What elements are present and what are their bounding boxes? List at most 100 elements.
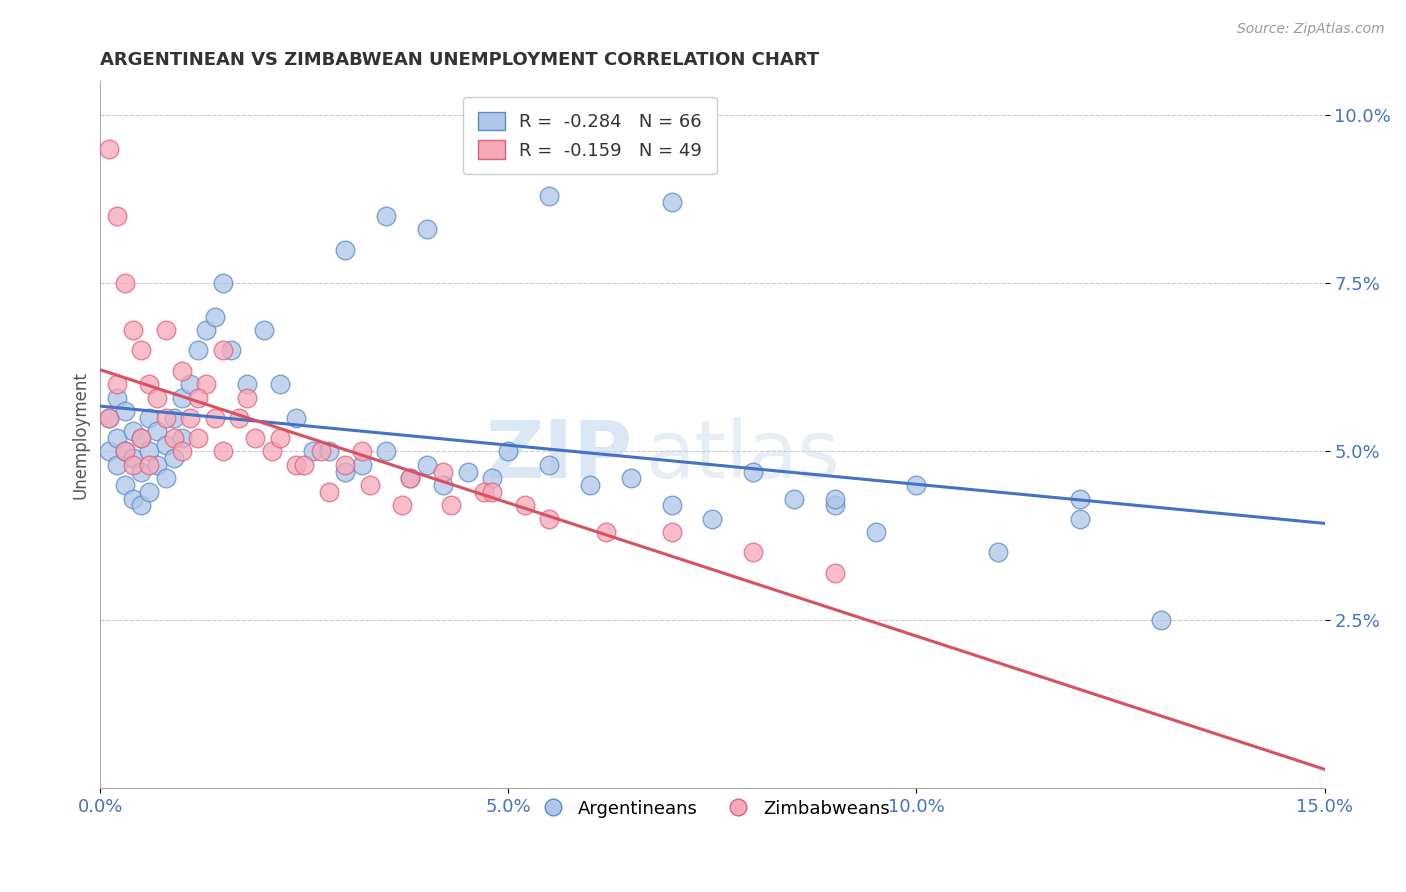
Point bbox=[350, 444, 373, 458]
Point bbox=[538, 188, 561, 202]
Point bbox=[195, 377, 218, 392]
Point bbox=[138, 458, 160, 472]
Point bbox=[122, 491, 145, 506]
Legend: Argentineans, Zimbabweans: Argentineans, Zimbabweans bbox=[527, 792, 897, 825]
Point bbox=[375, 444, 398, 458]
Point bbox=[292, 458, 315, 472]
Point bbox=[742, 545, 765, 559]
Point bbox=[211, 444, 233, 458]
Point bbox=[350, 458, 373, 472]
Point bbox=[114, 404, 136, 418]
Point bbox=[219, 343, 242, 358]
Point bbox=[309, 444, 332, 458]
Point bbox=[252, 323, 274, 337]
Point bbox=[595, 525, 617, 540]
Point bbox=[163, 410, 186, 425]
Point bbox=[211, 276, 233, 290]
Point bbox=[824, 491, 846, 506]
Point bbox=[97, 142, 120, 156]
Point bbox=[375, 209, 398, 223]
Point bbox=[129, 465, 152, 479]
Point bbox=[114, 478, 136, 492]
Point bbox=[187, 343, 209, 358]
Point bbox=[129, 431, 152, 445]
Point bbox=[155, 471, 177, 485]
Point bbox=[472, 484, 495, 499]
Point bbox=[824, 566, 846, 580]
Point bbox=[335, 458, 357, 472]
Point bbox=[301, 444, 323, 458]
Point bbox=[179, 377, 201, 392]
Point bbox=[359, 478, 381, 492]
Point bbox=[187, 431, 209, 445]
Point bbox=[122, 458, 145, 472]
Point bbox=[236, 391, 259, 405]
Point bbox=[318, 484, 340, 499]
Point bbox=[318, 444, 340, 458]
Point bbox=[285, 458, 308, 472]
Text: ZIP: ZIP bbox=[485, 417, 633, 495]
Point bbox=[481, 471, 503, 485]
Point bbox=[129, 343, 152, 358]
Point bbox=[399, 471, 422, 485]
Point bbox=[179, 410, 201, 425]
Point bbox=[129, 498, 152, 512]
Point bbox=[1069, 512, 1091, 526]
Point bbox=[620, 471, 643, 485]
Point bbox=[416, 222, 439, 236]
Point bbox=[204, 410, 226, 425]
Point bbox=[146, 424, 169, 438]
Point bbox=[138, 377, 160, 392]
Point bbox=[146, 458, 169, 472]
Point bbox=[163, 431, 186, 445]
Point bbox=[269, 431, 291, 445]
Point bbox=[211, 343, 233, 358]
Text: ARGENTINEAN VS ZIMBABWEAN UNEMPLOYMENT CORRELATION CHART: ARGENTINEAN VS ZIMBABWEAN UNEMPLOYMENT C… bbox=[100, 51, 820, 69]
Point bbox=[105, 458, 128, 472]
Point bbox=[742, 465, 765, 479]
Point bbox=[138, 484, 160, 499]
Point bbox=[824, 498, 846, 512]
Point bbox=[579, 478, 602, 492]
Point bbox=[481, 484, 503, 499]
Point bbox=[702, 512, 724, 526]
Point bbox=[105, 431, 128, 445]
Point bbox=[865, 525, 887, 540]
Point bbox=[783, 491, 806, 506]
Point bbox=[335, 465, 357, 479]
Point bbox=[105, 377, 128, 392]
Point bbox=[513, 498, 536, 512]
Point bbox=[170, 444, 193, 458]
Point bbox=[661, 498, 683, 512]
Point bbox=[661, 525, 683, 540]
Point bbox=[457, 465, 479, 479]
Point bbox=[97, 444, 120, 458]
Point bbox=[538, 458, 561, 472]
Point bbox=[138, 444, 160, 458]
Point bbox=[114, 444, 136, 458]
Point bbox=[138, 410, 160, 425]
Y-axis label: Unemployment: Unemployment bbox=[72, 371, 89, 499]
Point bbox=[97, 410, 120, 425]
Point bbox=[661, 195, 683, 210]
Point bbox=[260, 444, 283, 458]
Point bbox=[1150, 613, 1173, 627]
Point bbox=[155, 410, 177, 425]
Point bbox=[391, 498, 413, 512]
Point bbox=[335, 243, 357, 257]
Point bbox=[195, 323, 218, 337]
Point bbox=[170, 431, 193, 445]
Point bbox=[269, 377, 291, 392]
Point bbox=[440, 498, 463, 512]
Point bbox=[416, 458, 439, 472]
Point bbox=[538, 512, 561, 526]
Point bbox=[114, 444, 136, 458]
Point bbox=[155, 323, 177, 337]
Point bbox=[170, 391, 193, 405]
Point bbox=[204, 310, 226, 324]
Point bbox=[170, 364, 193, 378]
Point bbox=[163, 451, 186, 466]
Text: Source: ZipAtlas.com: Source: ZipAtlas.com bbox=[1237, 22, 1385, 37]
Point bbox=[155, 438, 177, 452]
Point bbox=[285, 410, 308, 425]
